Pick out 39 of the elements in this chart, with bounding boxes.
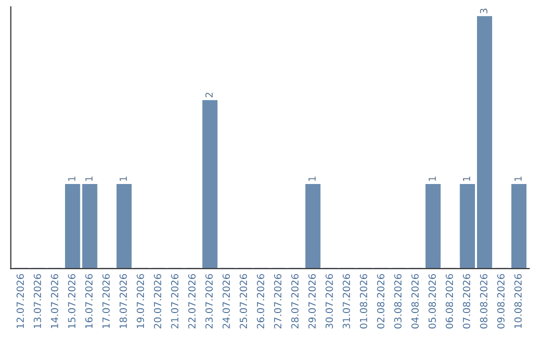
x-tick-label: 08.08.2026 — [480, 274, 488, 328]
data-label: 1 — [308, 176, 316, 181]
x-tick-label: 22.07.2026 — [188, 274, 196, 328]
x-tick-label: 16.07.2026 — [85, 274, 93, 328]
x-tick-label: 20.07.2026 — [154, 274, 162, 328]
x-tick-label: 06.08.2026 — [446, 274, 454, 328]
data-label: 3 — [480, 8, 488, 14]
x-tick-label: 30.07.2026 — [326, 274, 333, 328]
x-tick-label: 02.08.2026 — [377, 274, 384, 328]
data-label: 1 — [85, 176, 92, 181]
x-tick-label: 21.07.2026 — [171, 274, 178, 328]
data-label: 1 — [120, 176, 127, 181]
data-label: 1 — [428, 176, 436, 181]
x-tick-label: 10.08.2026 — [514, 274, 522, 328]
data-label: 1 — [68, 176, 76, 181]
x-tick-label: 19.07.2026 — [136, 274, 144, 328]
x-tick-label: 09.08.2026 — [497, 274, 505, 328]
x-tick-label: 24.07.2026 — [222, 274, 230, 328]
x-tick-label: 03.08.2026 — [394, 274, 402, 328]
x-tick-label: 29.07.2026 — [308, 274, 316, 328]
x-tick-label: 26.07.2026 — [256, 274, 264, 328]
x-tick-label: 31.07.2026 — [342, 274, 350, 328]
x-tick-label: 05.08.2026 — [428, 274, 436, 328]
x-tick-label: 14.07.2026 — [50, 274, 58, 328]
data-label: 2 — [205, 92, 213, 98]
x-tick-label: 04.08.2026 — [411, 274, 419, 328]
x-tick-label: 12.07.2026 — [16, 274, 24, 328]
x-tick-label: 17.07.2026 — [102, 274, 110, 328]
x-tick-label: 18.07.2026 — [120, 274, 127, 328]
data-label: 1 — [514, 176, 522, 181]
x-tick-label: 15.07.2026 — [68, 274, 76, 328]
x-tick-label: 23.07.2026 — [205, 274, 213, 328]
x-tick-label: 13.07.2026 — [34, 274, 42, 328]
x-tick-label: 01.08.2026 — [360, 274, 368, 328]
x-tick-label: 27.07.2026 — [274, 274, 282, 328]
x-tick-label: 07.08.2026 — [462, 274, 470, 328]
x-tick-label: 25.07.2026 — [240, 274, 248, 328]
x-tick-label: 28.07.2026 — [291, 274, 299, 328]
data-label: 1 — [463, 176, 470, 181]
